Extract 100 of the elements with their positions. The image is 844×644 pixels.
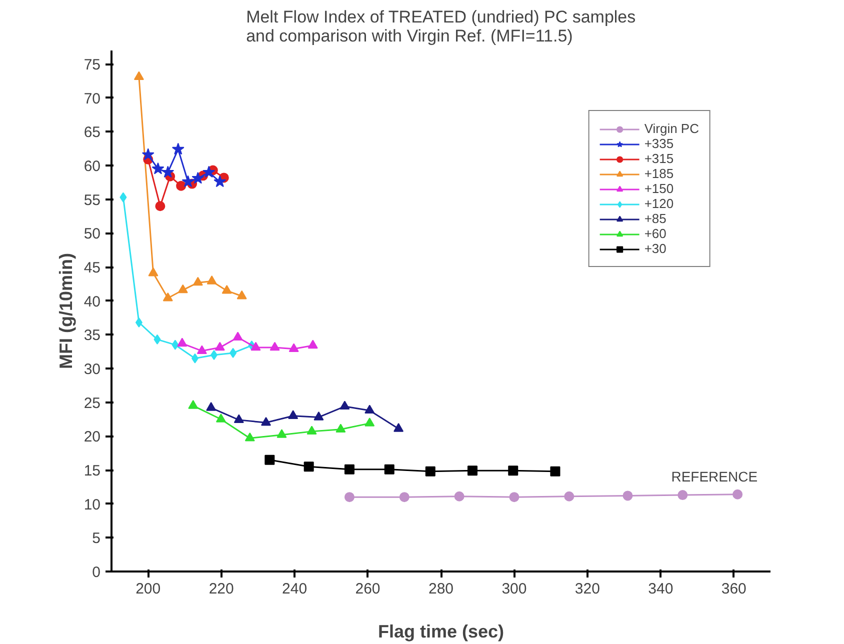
y-tick-label: 10 [84, 496, 101, 514]
y-tick-label: 55 [84, 192, 101, 209]
point [214, 175, 226, 188]
point [155, 201, 166, 212]
point [162, 292, 173, 302]
point [214, 342, 225, 351]
x-tick-label: 240 [282, 580, 308, 598]
point [236, 290, 247, 300]
point [364, 418, 375, 426]
point [172, 142, 184, 155]
point [162, 166, 174, 178]
y-tick-label: 0 [92, 564, 100, 581]
y-tick-label: 20 [84, 428, 101, 446]
legend-label: +30 [644, 241, 666, 256]
chart-title: Melt Flow Index of TREATED (undried) PC samples and comparison with Virgin Ref. (MFI=11.5) [246, 8, 636, 46]
point [135, 318, 142, 328]
point [678, 490, 688, 500]
legend-label: +335 [644, 136, 674, 151]
point [192, 276, 203, 286]
y-tick-label: 5 [92, 530, 100, 548]
point [340, 400, 350, 410]
point [304, 462, 314, 472]
y-tick-label: 60 [84, 158, 101, 176]
y-tick-label: 70 [84, 90, 101, 108]
point [188, 400, 198, 409]
x-axis-title: Flag time (sec) [378, 622, 504, 642]
point [120, 192, 127, 202]
annotation: REFERENCE [671, 468, 758, 484]
point [454, 491, 464, 502]
point [508, 466, 518, 476]
legend-label: +120 [644, 196, 674, 211]
point [467, 466, 478, 476]
point [182, 175, 194, 188]
point [314, 412, 324, 420]
x-tick-label: 340 [648, 580, 674, 598]
point [230, 348, 237, 358]
point [191, 353, 198, 364]
point [344, 492, 354, 502]
point [142, 148, 154, 160]
y-tick-label: 75 [84, 56, 101, 74]
point [206, 276, 217, 284]
point [306, 426, 317, 435]
y-tick-label: 15 [84, 462, 101, 480]
legend-label: +60 [644, 226, 666, 241]
legend-label: +150 [644, 181, 674, 196]
x-tick-label: 260 [355, 580, 380, 598]
point [210, 350, 218, 360]
point [336, 424, 346, 433]
point [564, 491, 574, 502]
point [399, 492, 410, 502]
point [176, 180, 186, 191]
point [308, 340, 318, 349]
y-tick-label: 50 [84, 226, 101, 243]
point [154, 334, 161, 344]
legend-label: Virgin PC [644, 121, 699, 136]
point [134, 71, 144, 80]
x-tick-label: 320 [574, 580, 600, 598]
x-tick-label: 220 [208, 580, 234, 598]
point [622, 490, 633, 501]
x-tick-label: 280 [428, 580, 454, 598]
point [216, 414, 226, 422]
point [364, 404, 375, 414]
point [550, 466, 560, 476]
x-tick-label: 200 [136, 580, 161, 598]
y-tick-label: 30 [84, 361, 101, 378]
point [288, 343, 299, 352]
point [509, 492, 520, 502]
point [288, 410, 298, 419]
legend-label: +85 [644, 211, 666, 226]
point [232, 332, 243, 340]
point [250, 342, 261, 351]
y-axis-title: MFI (g/10min) [56, 252, 76, 369]
x-tick-label: 360 [721, 580, 746, 598]
point [425, 466, 436, 476]
point [394, 423, 404, 432]
point [270, 342, 280, 351]
point [148, 267, 158, 276]
x-tick-label: 300 [502, 580, 527, 598]
point [234, 414, 244, 424]
point [732, 489, 743, 500]
point [264, 454, 275, 465]
point [202, 166, 216, 178]
legend-label: +315 [644, 151, 674, 166]
point [172, 340, 179, 350]
y-tick-label: 45 [84, 260, 101, 277]
point [261, 416, 271, 426]
point [196, 345, 207, 354]
point [178, 284, 188, 294]
point [206, 402, 216, 411]
point [244, 432, 255, 442]
point [152, 162, 164, 174]
point [222, 285, 232, 294]
point [177, 338, 188, 347]
y-tick-label: 65 [84, 124, 101, 142]
point [344, 464, 354, 474]
y-tick-label: 25 [84, 394, 101, 412]
y-tick-label: 40 [84, 293, 101, 310]
point [276, 429, 287, 438]
point [192, 172, 204, 184]
legend-label: +185 [644, 166, 674, 181]
